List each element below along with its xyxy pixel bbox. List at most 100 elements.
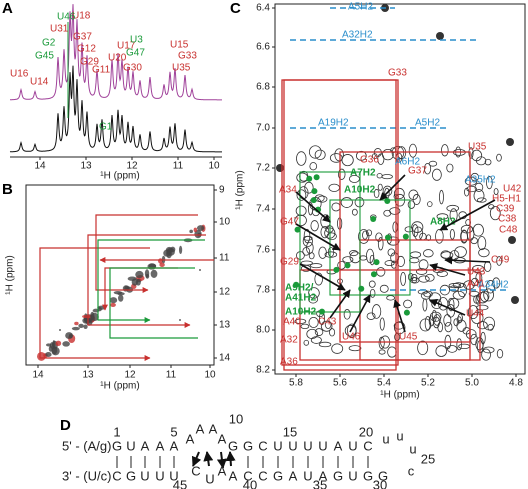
contour (310, 220, 319, 232)
peak-label: A34H2 (478, 280, 509, 291)
connectivity-box (299, 269, 481, 361)
contour (193, 227, 198, 233)
x-tick-label: 5.0 (465, 378, 479, 389)
h2-peak (310, 197, 317, 204)
contour (471, 311, 484, 325)
contour (376, 267, 386, 277)
contour (431, 309, 437, 322)
contour (196, 225, 205, 232)
contour (418, 275, 430, 283)
contour (483, 316, 496, 331)
peak-label: G29 (280, 257, 299, 268)
contour (489, 206, 501, 221)
contour (109, 297, 118, 304)
nucleotide: A (289, 468, 298, 483)
nucleotide: U (303, 468, 312, 483)
contour (303, 339, 310, 346)
contour (474, 182, 484, 192)
h2-peak (306, 175, 313, 182)
position-number: 35 (313, 477, 327, 489)
panel-b: B 14 13 12 11 10 9 10 11 12 13 14 ¹H (ppm) ¹H (ppm) (2, 181, 231, 392)
contour (460, 230, 469, 243)
contour (392, 221, 398, 233)
nucleotide: A (196, 421, 205, 436)
contour (375, 232, 383, 242)
y-tick-label: 11 (219, 253, 230, 264)
contour (472, 223, 484, 237)
peak-label: G47 (280, 217, 299, 228)
assignment-arrow (444, 256, 491, 265)
position-number: 10 (229, 411, 243, 426)
contour (295, 205, 307, 217)
noise (199, 269, 201, 271)
five-prime: 5' - (A/g) (62, 438, 111, 453)
contour (436, 270, 448, 277)
x-tick-label: 5.4 (377, 378, 391, 389)
position-number: 25 (421, 451, 435, 466)
contour (475, 272, 483, 284)
contour (358, 229, 370, 244)
x-axis-label: ¹H (ppm) (380, 390, 419, 401)
contour (454, 246, 467, 258)
h2-peak (293, 281, 300, 288)
contour (506, 138, 514, 146)
y-tick-label: 13 (219, 320, 231, 331)
contour (68, 333, 73, 339)
peak-label: A9H2/ (285, 283, 314, 294)
contour (386, 295, 396, 301)
x-tick-label: 14 (34, 161, 46, 172)
contour (425, 273, 435, 282)
contour (470, 277, 479, 287)
contour (145, 273, 150, 279)
contour (178, 245, 183, 255)
y-tick-label: 14 (219, 353, 231, 364)
peak-label: G2 (42, 38, 56, 49)
peak-label: U45 (399, 332, 418, 343)
contour (436, 213, 449, 220)
contour (482, 346, 495, 354)
x-axis-label: ¹H (ppm) (100, 381, 139, 392)
contour (443, 314, 452, 327)
peak-label: G11 (92, 65, 111, 76)
panel-d: D5' - (A/g)3' - (U/c)G U A A A AA AA G G C U U U U A U C… (60, 411, 435, 489)
contour (314, 328, 324, 336)
contour (166, 247, 175, 256)
peak-label: C49 (491, 255, 510, 266)
contour (416, 268, 428, 275)
y-tick-label: 9 (219, 185, 225, 196)
three-prime: 3' - (U/c) (62, 468, 111, 483)
contour (314, 272, 323, 286)
contour (351, 208, 358, 216)
peak-label: U15 (170, 40, 189, 51)
contour (463, 280, 475, 290)
contour (324, 251, 338, 258)
contour (296, 189, 307, 201)
contour (377, 153, 385, 165)
contour (317, 195, 328, 203)
h2-peak (294, 226, 301, 233)
contour (439, 189, 444, 205)
contour (493, 188, 499, 196)
assignment-arrow (393, 299, 406, 333)
nucleotide: U (126, 438, 135, 453)
y-tick-label: 6.4 (256, 3, 270, 14)
nucleotide: U (140, 468, 149, 483)
h2-peak (311, 188, 318, 195)
contour (296, 151, 307, 166)
x-tick-label: 13 (80, 161, 92, 172)
peak-label: A6H2 (395, 157, 420, 168)
nucleotide: A (186, 431, 195, 446)
contour (407, 200, 416, 209)
contour (423, 249, 434, 258)
peak-label: A32H2 (342, 30, 373, 41)
contour (294, 214, 307, 227)
peak-label: G33 (178, 51, 197, 62)
nucleotide: C (112, 468, 121, 483)
contour (408, 143, 418, 158)
contour (393, 187, 405, 200)
peak-label: G37 (408, 166, 427, 177)
contour (473, 189, 485, 203)
x-tick-label: 4.8 (509, 378, 523, 389)
nucleotide: U (155, 468, 164, 483)
nucleotide: c (408, 463, 415, 478)
